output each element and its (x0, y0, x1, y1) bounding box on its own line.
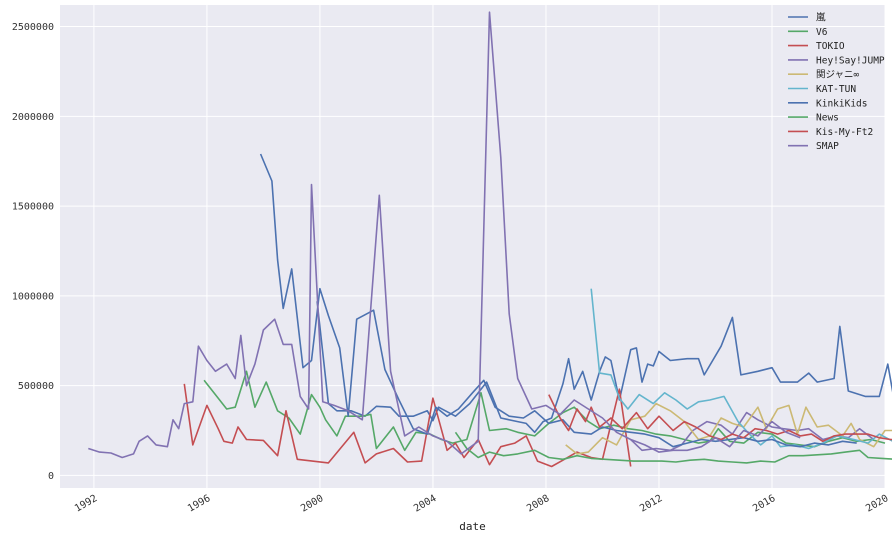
legend-label: 関ジャニ∞ (816, 70, 860, 81)
x-tick-label: 2000 (299, 493, 325, 515)
series-line-2 (183, 383, 632, 468)
x-tick-label: 1992 (73, 493, 99, 515)
legend-label: News (816, 113, 839, 124)
series-line-8 (548, 394, 892, 443)
legend-label: SMAP (816, 141, 839, 152)
series-line-1 (203, 370, 886, 452)
series-line-0 (316, 301, 892, 434)
series-lines (88, 11, 892, 468)
x-tick-label: 2008 (525, 493, 551, 515)
x-tick-label: 2020 (864, 493, 890, 515)
legend: 嵐 V6 TOKIO Hey!Say!JUMP 関ジャニ∞ KAT-TUN KinkiKid… (788, 13, 885, 152)
y-tick-label: 1000000 (12, 291, 54, 302)
series-line-4 (565, 402, 892, 455)
y-tick-label: 1500000 (12, 202, 54, 213)
plot-area (60, 5, 885, 488)
series-line-5 (590, 288, 892, 450)
legend-label: TOKIO (816, 41, 845, 52)
y-tick-label: 2000000 (12, 112, 54, 123)
y-tick-label: 2500000 (12, 22, 54, 33)
legend-label: Hey!Say!JUMP (816, 55, 885, 66)
x-tick-label: 2016 (751, 493, 777, 515)
x-tick-label: 1996 (186, 493, 212, 515)
legend-label: 嵐 (816, 13, 826, 24)
grid-lines (60, 5, 886, 488)
x-tick-label: 2012 (638, 493, 664, 515)
x-tick-label: 2004 (412, 493, 438, 515)
legend-label: Kis-My-Ft2 (816, 127, 873, 138)
y-tick-label: 500000 (18, 381, 54, 392)
series-line-7 (454, 431, 892, 464)
x-axis-label: date (459, 520, 486, 533)
y-axis-ticks: 0 500000 1000000 1500000 2000000 2500000 (12, 22, 54, 482)
legend-label: V6 (816, 27, 828, 38)
x-axis-ticks: 1992 1996 2000 2004 2008 2012 2016 2020 (73, 493, 890, 515)
legend-label: KinkiKids (816, 98, 867, 109)
y-tick-label: 0 (48, 471, 54, 482)
series-line-9 (88, 11, 801, 459)
legend-label: KAT-TUN (816, 84, 856, 95)
